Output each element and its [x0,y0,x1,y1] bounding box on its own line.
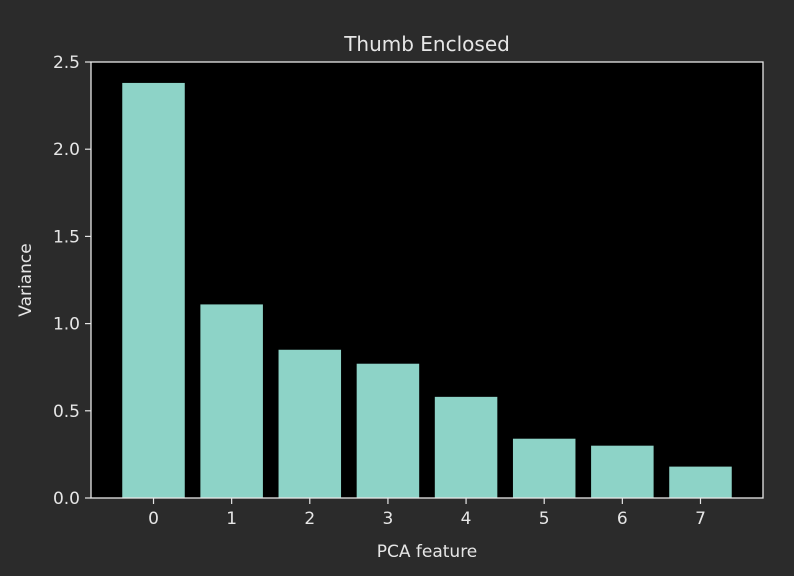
x-tick-label: 1 [226,509,237,529]
bar-6 [591,445,654,498]
x-tick-label: 2 [304,509,315,529]
y-tick-label: 1.5 [53,227,80,247]
bar-5 [512,438,576,498]
bar-4 [434,396,498,498]
x-tick-label: 4 [461,509,472,529]
plot-area [91,62,763,498]
bars-group [122,82,732,498]
x-tick-label: 5 [539,509,550,529]
bar-2 [278,349,342,498]
y-tick-label: 1.0 [53,315,80,335]
chart-title: Thumb Enclosed [343,32,510,56]
y-tick-label: 2.5 [53,53,80,73]
plot-frame [90,61,764,499]
x-tick-label: 6 [617,509,628,529]
x-tick-label: 7 [695,509,706,529]
x-tick-label: 3 [383,509,394,529]
y-axis-ticks: 0.0 0.5 1.0 1.5 2.0 2.5 [53,53,91,509]
bar-3 [356,363,420,498]
bar-0 [122,82,185,498]
x-axis-ticks: 0 1 2 3 4 5 6 7 [148,498,706,529]
y-axis-label: Variance [16,243,36,316]
y-tick-label: 0.5 [53,402,80,422]
x-axis-label: PCA feature [377,542,478,562]
bar-1 [200,304,263,498]
x-tick-label: 0 [148,509,159,529]
bar-7 [669,466,732,498]
y-tick-label: 0.0 [53,489,80,509]
y-tick-label: 2.0 [53,140,80,160]
